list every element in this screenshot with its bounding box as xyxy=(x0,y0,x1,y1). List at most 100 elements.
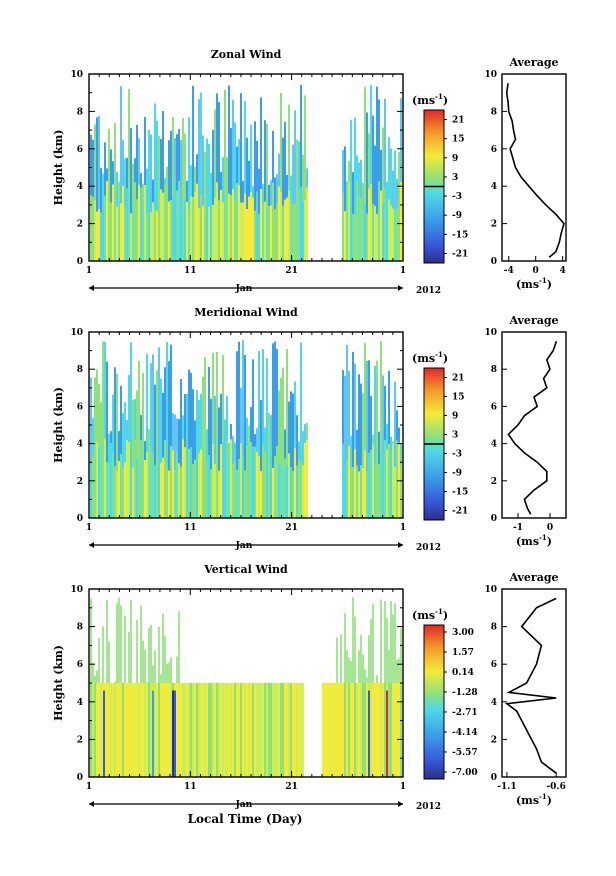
heatmap-column xyxy=(212,352,214,444)
heatmap-column xyxy=(140,440,142,518)
heatmap-column xyxy=(170,200,172,261)
heatmap-column xyxy=(288,190,290,261)
heatmap-column xyxy=(170,657,172,683)
heatmap-column xyxy=(280,378,282,464)
heatmap-column xyxy=(118,181,120,201)
heatmap-column xyxy=(110,683,112,777)
heatmap-column xyxy=(244,355,246,471)
heatmap-field xyxy=(90,597,402,777)
heatmap-column xyxy=(242,202,244,261)
colorbar-tick-label: -21 xyxy=(452,249,468,259)
heatmap-column xyxy=(276,203,278,261)
heatmap-column xyxy=(220,393,222,445)
heatmap-column xyxy=(150,363,152,447)
heatmap-column xyxy=(254,683,256,777)
heatmap-column xyxy=(174,469,176,518)
heatmap-column xyxy=(164,184,166,261)
heatmap-column xyxy=(176,453,178,518)
heatmap-column xyxy=(298,141,300,191)
average-y-tick-label: 6 xyxy=(491,660,497,670)
heatmap-column xyxy=(380,150,382,191)
heatmap-column xyxy=(138,448,140,518)
heatmap-column xyxy=(168,662,170,683)
heatmap-column xyxy=(388,137,390,200)
heatmap-column xyxy=(260,683,262,777)
heatmap-column xyxy=(234,442,236,461)
heatmap-column xyxy=(264,451,266,518)
heatmap-column xyxy=(380,599,382,683)
heatmap-column xyxy=(390,683,392,777)
heatmap-column xyxy=(282,367,284,468)
average-frame xyxy=(501,73,567,262)
average-profile-line xyxy=(507,341,558,515)
heatmap-column xyxy=(392,443,394,518)
heatmap-column xyxy=(254,446,256,518)
heatmap-column xyxy=(118,200,120,261)
heatmap-column xyxy=(254,121,256,211)
heatmap-column xyxy=(322,683,324,777)
heatmap-column xyxy=(220,683,222,777)
heatmap-column xyxy=(148,129,150,187)
x-axis-label: Local Time (Day) xyxy=(188,812,303,826)
heatmap-column xyxy=(258,350,260,456)
heatmap-column xyxy=(124,206,126,261)
heatmap-column xyxy=(360,383,362,466)
y-tick-label: 8 xyxy=(77,365,83,375)
heatmap-column xyxy=(246,417,248,447)
heatmap-column xyxy=(398,427,400,443)
heatmap-column xyxy=(178,180,180,261)
average-y-tick-label: 10 xyxy=(484,328,497,338)
month-bar-arrow-left xyxy=(89,801,94,807)
heatmap-column xyxy=(344,464,346,518)
heatmap-column xyxy=(384,385,386,441)
heatmap-column xyxy=(154,650,156,683)
y-tick-label: 4 xyxy=(77,182,83,192)
heatmap-column xyxy=(252,186,254,198)
heatmap-column xyxy=(186,201,188,261)
heatmap-column xyxy=(382,683,384,777)
heatmap-column xyxy=(90,134,92,196)
heatmap-column xyxy=(180,140,182,212)
heatmap-column xyxy=(236,183,238,261)
heatmap-column xyxy=(282,137,284,206)
heatmap-column xyxy=(164,178,166,185)
heatmap-column xyxy=(298,441,300,461)
heatmap-column xyxy=(280,683,282,777)
heatmap-column xyxy=(342,150,344,194)
heatmap-column xyxy=(372,204,374,261)
heatmap-column xyxy=(278,186,280,261)
colorbar-tick-label: -4.14 xyxy=(452,728,478,738)
heatmap-column xyxy=(256,140,258,192)
colorbar-tick-label: 9 xyxy=(452,154,458,164)
heatmap-column xyxy=(144,649,146,683)
heatmap-column xyxy=(102,471,104,518)
average-x-tick-label: 4 xyxy=(559,266,565,276)
heatmap-column xyxy=(182,201,184,261)
heatmap-column xyxy=(370,619,372,683)
heatmap-column xyxy=(348,683,350,777)
heatmap-column xyxy=(354,117,356,214)
heatmap-column xyxy=(286,683,288,777)
heatmap-column xyxy=(130,599,132,683)
heatmap-column xyxy=(234,683,236,777)
heatmap-column xyxy=(352,683,354,777)
heatmap-column xyxy=(390,148,392,206)
heatmap-column xyxy=(116,373,118,472)
heatmap-column xyxy=(100,212,102,261)
average-x-tick-label: -4 xyxy=(504,266,514,276)
heatmap-column xyxy=(264,683,266,777)
colorbar-tick-label: 0.14 xyxy=(452,668,474,678)
heatmap-column xyxy=(148,627,150,683)
heatmap-column xyxy=(128,185,130,261)
colorbar-tick-label: -15 xyxy=(452,488,468,498)
heatmap-column xyxy=(108,641,110,683)
heatmap-column xyxy=(132,201,134,261)
heatmap-column xyxy=(248,683,250,777)
heatmap-column xyxy=(98,115,100,209)
heatmap-column xyxy=(294,381,296,448)
heatmap-column xyxy=(188,683,190,777)
heatmap-column xyxy=(400,465,402,518)
heatmap-column xyxy=(188,369,190,449)
heatmap-column xyxy=(210,189,212,261)
